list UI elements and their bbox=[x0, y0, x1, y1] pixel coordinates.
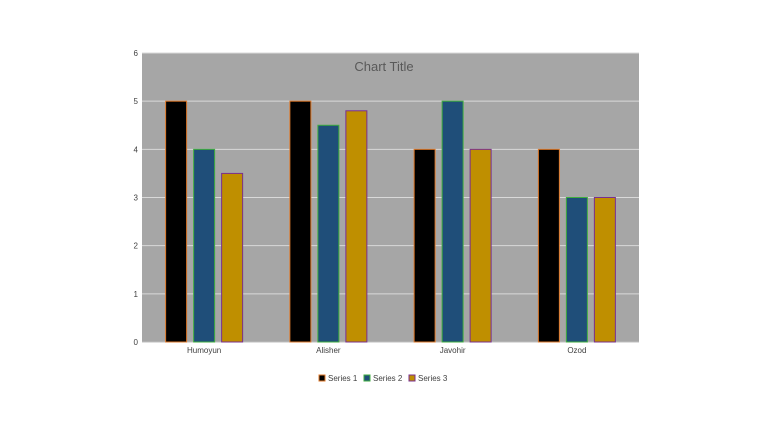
y-tick-label: 5 bbox=[134, 97, 139, 106]
bar-series-2-javohir bbox=[441, 100, 464, 343]
legend-label: Series 1 bbox=[328, 374, 358, 383]
bar-series-3-alisher bbox=[345, 110, 368, 343]
bar-series-2-humoyun bbox=[193, 148, 216, 343]
y-axis-ticks: 0 1 2 3 4 5 6 bbox=[134, 49, 139, 347]
y-tick-label: 0 bbox=[134, 338, 139, 347]
legend-swatch bbox=[318, 374, 326, 382]
legend-swatch bbox=[363, 374, 371, 382]
x-tick-label: Ozod bbox=[567, 346, 586, 355]
bar-series-3-humoyun bbox=[221, 172, 244, 343]
bar-series-2-ozod bbox=[565, 197, 588, 343]
bar-series-1-javohir bbox=[413, 148, 436, 343]
chart-title: Chart Title bbox=[354, 59, 413, 74]
bar-series-3-ozod bbox=[593, 197, 616, 343]
y-tick-label: 4 bbox=[134, 145, 139, 154]
bar-series-3-javohir bbox=[469, 148, 492, 343]
legend-label: Series 2 bbox=[373, 374, 403, 383]
y-tick-label: 6 bbox=[134, 49, 139, 58]
y-tick-label: 3 bbox=[134, 194, 139, 203]
bars bbox=[165, 100, 616, 343]
legend: Series 1 Series 2 Series 3 bbox=[318, 374, 448, 383]
x-tick-label: Humoyun bbox=[187, 346, 221, 355]
legend-label: Series 3 bbox=[418, 374, 448, 383]
y-tick-label: 1 bbox=[134, 290, 139, 299]
bar-series-2-alisher bbox=[317, 124, 340, 343]
legend-swatch bbox=[408, 374, 416, 382]
x-tick-label: Alisher bbox=[316, 346, 341, 355]
x-axis-ticks: Humoyun Alisher Javohir Ozod bbox=[187, 346, 586, 355]
bar-series-1-alisher bbox=[289, 100, 312, 343]
bar-series-1-humoyun bbox=[165, 100, 188, 343]
y-tick-label: 2 bbox=[134, 242, 139, 251]
bar-series-1-ozod bbox=[537, 148, 560, 343]
x-tick-label: Javohir bbox=[440, 346, 466, 355]
